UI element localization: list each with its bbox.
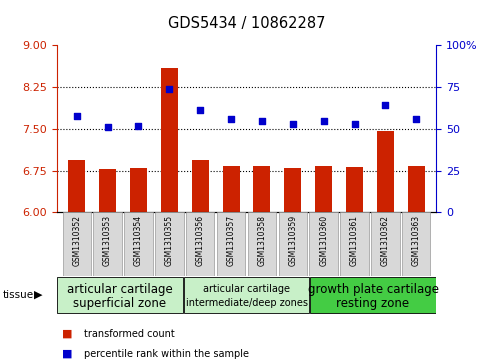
Text: ■: ■ — [62, 329, 72, 339]
Bar — [155, 212, 183, 276]
Text: GSM1310356: GSM1310356 — [196, 215, 205, 266]
Text: GSM1310363: GSM1310363 — [412, 215, 421, 266]
Point — [104, 124, 111, 130]
Text: articular cartilage: articular cartilage — [203, 284, 290, 294]
Text: GSM1310357: GSM1310357 — [227, 215, 236, 266]
Bar — [402, 212, 430, 276]
Text: intermediate/deep zones: intermediate/deep zones — [185, 298, 308, 308]
Bar — [371, 212, 400, 276]
Bar — [63, 212, 91, 276]
Text: superficial zone: superficial zone — [73, 297, 167, 310]
Point — [289, 121, 297, 127]
Bar — [186, 212, 214, 276]
Point — [227, 116, 235, 122]
Bar — [124, 212, 153, 276]
Bar — [184, 277, 309, 313]
Bar — [99, 170, 116, 212]
Bar — [130, 168, 147, 212]
Point — [73, 113, 81, 118]
Text: ■: ■ — [62, 349, 72, 359]
Text: GSM1310358: GSM1310358 — [257, 215, 266, 266]
Text: GSM1310355: GSM1310355 — [165, 215, 174, 266]
Bar — [217, 212, 245, 276]
Text: tissue: tissue — [2, 290, 34, 300]
Bar — [408, 166, 425, 212]
Bar — [192, 160, 209, 212]
Text: articular cartilage: articular cartilage — [67, 283, 173, 296]
Bar — [315, 166, 332, 212]
Text: GSM1310353: GSM1310353 — [103, 215, 112, 266]
Text: resting zone: resting zone — [337, 297, 410, 310]
Text: GSM1310362: GSM1310362 — [381, 215, 390, 266]
Text: percentile rank within the sample: percentile rank within the sample — [84, 349, 249, 359]
Text: GSM1310352: GSM1310352 — [72, 215, 81, 266]
Bar — [161, 68, 178, 212]
Point — [258, 118, 266, 123]
Text: growth plate cartilage: growth plate cartilage — [308, 283, 439, 296]
Point — [382, 103, 389, 109]
Point — [351, 121, 358, 127]
Bar — [346, 167, 363, 212]
Text: ▶: ▶ — [34, 290, 42, 300]
Bar — [253, 166, 271, 212]
Bar — [248, 212, 276, 276]
Text: GDS5434 / 10862287: GDS5434 / 10862287 — [168, 16, 325, 31]
Point — [412, 116, 420, 122]
Point — [135, 123, 142, 129]
Point — [320, 118, 328, 123]
Bar — [310, 212, 338, 276]
Text: GSM1310361: GSM1310361 — [350, 215, 359, 266]
Bar — [68, 160, 85, 212]
Text: GSM1310360: GSM1310360 — [319, 215, 328, 266]
Bar — [284, 168, 301, 212]
Bar — [377, 131, 394, 212]
Bar — [57, 277, 182, 313]
Bar — [222, 166, 240, 212]
Text: GSM1310354: GSM1310354 — [134, 215, 143, 266]
Text: GSM1310359: GSM1310359 — [288, 215, 297, 266]
Bar — [93, 212, 122, 276]
Bar — [311, 277, 436, 313]
Text: transformed count: transformed count — [84, 329, 175, 339]
Point — [165, 86, 173, 92]
Point — [196, 107, 204, 113]
Bar — [279, 212, 307, 276]
Bar — [340, 212, 369, 276]
